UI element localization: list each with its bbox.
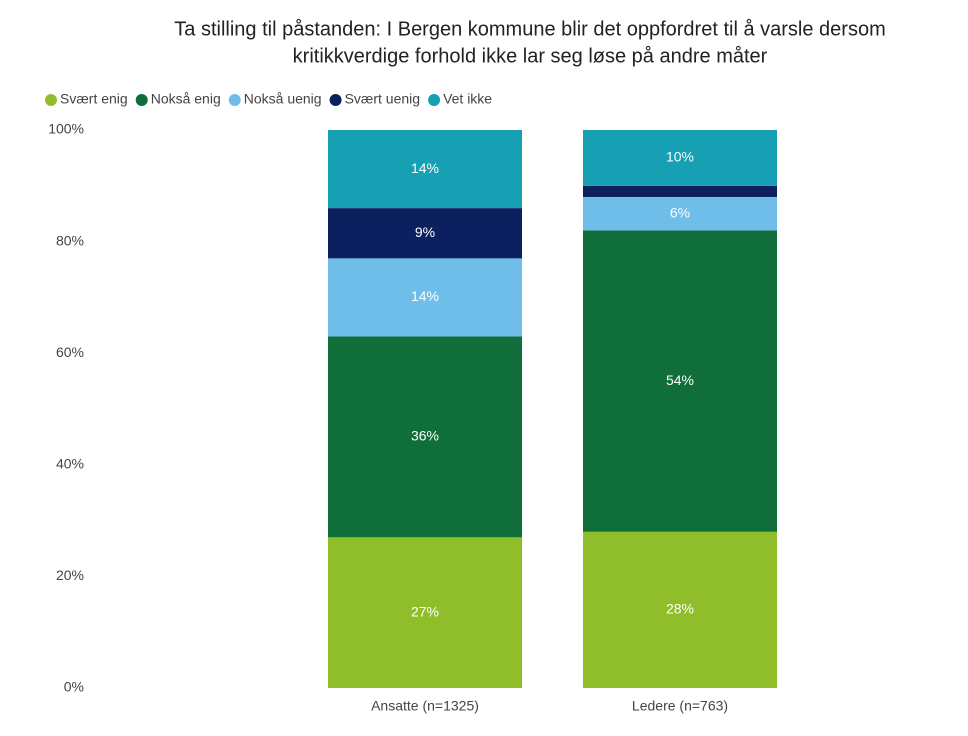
- legend-marker: [329, 94, 342, 106]
- bar-segment: [328, 130, 522, 209]
- x-tick-label: Ledere (n=763): [632, 698, 728, 714]
- data-label: 36%: [411, 428, 439, 444]
- bar-segment: [328, 258, 522, 337]
- legend-label: Nokså enig: [151, 91, 221, 107]
- bar-segment: [583, 130, 777, 186]
- bar-segment: [583, 531, 777, 688]
- y-tick-label: 60%: [56, 344, 84, 360]
- y-tick-label: 20%: [56, 567, 84, 583]
- bar-segment: [328, 537, 522, 688]
- data-label: 27%: [411, 603, 439, 619]
- data-label: 9%: [415, 224, 435, 240]
- data-label: 10%: [666, 149, 694, 165]
- legend-marker: [228, 94, 241, 106]
- chart-title: kritikkverdige forhold ikke lar seg løse…: [293, 45, 768, 67]
- bar-segment: [583, 185, 777, 197]
- bar-segment: [583, 196, 777, 231]
- data-label: 14%: [411, 160, 439, 176]
- legend-label: Nokså uenig: [244, 91, 322, 107]
- y-tick-label: 40%: [56, 456, 84, 472]
- bar-segment: [583, 230, 777, 532]
- chart-title: Ta stilling til påstanden: I Bergen komm…: [174, 18, 885, 40]
- data-label: 28%: [666, 601, 694, 617]
- data-label: 54%: [666, 372, 694, 388]
- y-tick-label: 0%: [64, 679, 84, 695]
- y-tick-label: 100%: [48, 121, 84, 137]
- legend-marker: [428, 94, 441, 106]
- legend-label: Svært uenig: [345, 91, 420, 107]
- bar-segment: [328, 208, 522, 259]
- legend-label: Svært enig: [60, 91, 128, 107]
- legend-label: Vet ikke: [443, 91, 492, 107]
- bar-segment: [328, 336, 522, 538]
- data-label: 6%: [670, 204, 690, 220]
- data-label: 14%: [411, 288, 439, 304]
- legend-marker: [135, 94, 148, 106]
- x-tick-label: Ansatte (n=1325): [371, 698, 479, 714]
- legend-marker: [45, 94, 57, 106]
- y-tick-label: 80%: [56, 232, 84, 248]
